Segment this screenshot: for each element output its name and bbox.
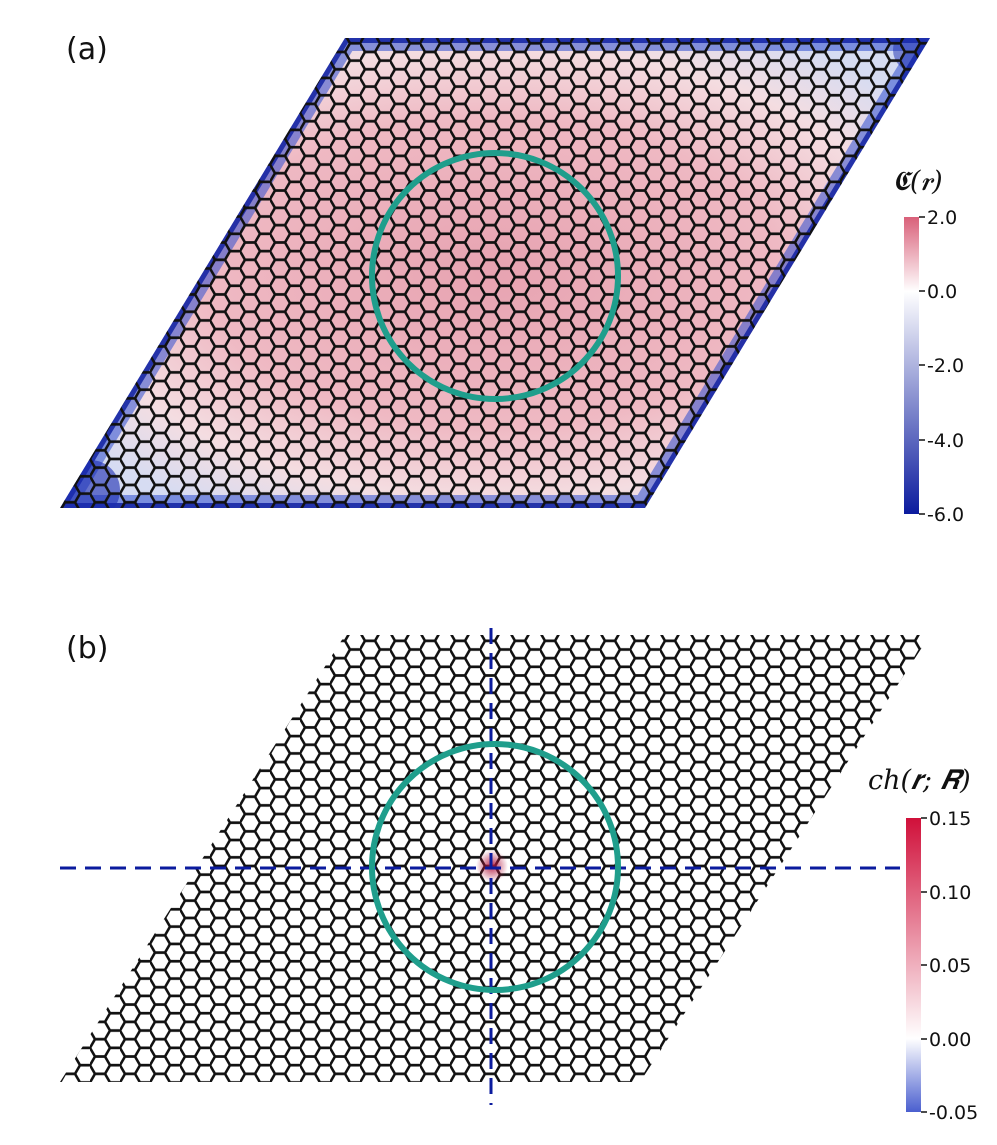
panel-a: (a) 𝕮(𝒓) 2.0 0.0 (60, 32, 964, 526)
colorbar-b-tick: -0.05 (929, 1102, 978, 1124)
colorbar-b-tick: 0.05 (929, 955, 971, 977)
colorbar-b-title: ch(𝒓; 𝑹) (868, 765, 971, 796)
lattice-a (60, 38, 930, 508)
colorbar-a-tick: -2.0 (927, 355, 964, 377)
colorbar-a-bar (904, 217, 919, 514)
colorbar-a-tick: -6.0 (927, 504, 964, 526)
colorbar-b-tick: 0.15 (929, 808, 971, 830)
colorbar-a-tick: -4.0 (927, 430, 964, 452)
panel-b-label: (b) (66, 631, 108, 666)
panel-b: (b) ch(𝒓; 𝑹) 0.15 0.10 0. (60, 628, 978, 1124)
colorbar-b: ch(𝒓; 𝑹) 0.15 0.10 0.05 0.00 -0.05 (868, 765, 978, 1124)
circle-a (369, 150, 621, 402)
colorbar-a-title: 𝕮(𝒓) (892, 166, 943, 197)
colorbar-a: 𝕮(𝒓) 2.0 0.0 -2.0 -4.0 -6.0 (892, 166, 964, 526)
colorbar-a-tick: 2.0 (927, 207, 957, 229)
colorbar-b-tick: 0.00 (929, 1029, 971, 1051)
colorbar-a-tick: 0.0 (927, 281, 957, 303)
colorbar-b-tick: 0.10 (929, 882, 971, 904)
panel-a-label: (a) (66, 32, 108, 67)
crosshair (60, 628, 900, 1105)
circle-b (369, 741, 621, 993)
colorbar-b-bar (906, 818, 921, 1112)
